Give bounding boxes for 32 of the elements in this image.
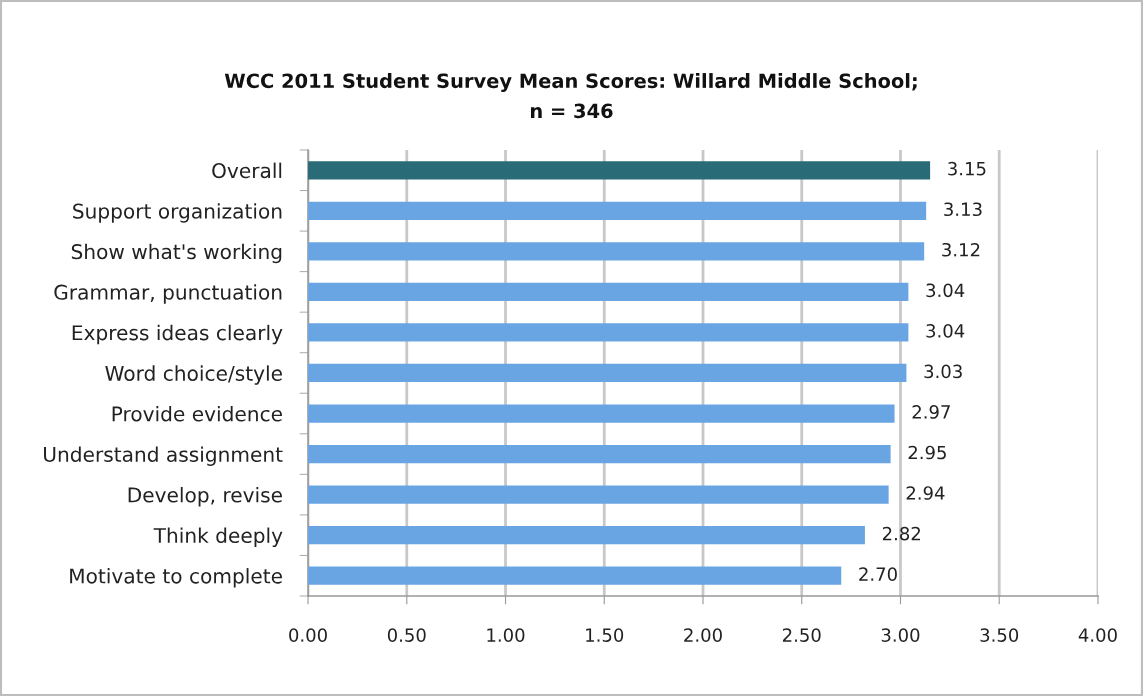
data-label: 3.13 bbox=[944, 202, 982, 217]
x-tick-label: 1.00 bbox=[487, 628, 525, 642]
data-label: 3.04 bbox=[926, 283, 965, 298]
x-tick-label: 0.00 bbox=[289, 628, 327, 642]
x-tick-label: 4.00 bbox=[1078, 628, 1117, 642]
data-label: 2.97 bbox=[912, 405, 950, 419]
y-tick-label: Understand assignment bbox=[44, 446, 283, 466]
y-tick-label: Word choice/style bbox=[105, 365, 282, 385]
data-label: 3.04 bbox=[926, 324, 965, 338]
y-tick-label: Express ideas clearly bbox=[72, 324, 283, 345]
data-label: 3.12 bbox=[942, 242, 980, 257]
chart-title: WCC 2011 Student Survey Mean Scores: Willard Middle School; n = 346 bbox=[224, 73, 917, 119]
data-label: 2.95 bbox=[908, 445, 946, 460]
x-tick-label: 0.50 bbox=[387, 628, 426, 642]
data-label: 2.82 bbox=[882, 526, 920, 541]
data-label: 3.15 bbox=[948, 161, 986, 176]
data-label: 2.94 bbox=[906, 486, 945, 500]
y-tick-label: Provide evidence bbox=[112, 405, 282, 422]
y-tick-label: Grammar, punctuation bbox=[54, 284, 282, 304]
data-label: 3.03 bbox=[924, 364, 962, 379]
x-tick-label: 3.00 bbox=[881, 628, 920, 642]
data-label: 2.70 bbox=[859, 567, 897, 581]
x-tick-label: 2.00 bbox=[684, 628, 722, 642]
y-tick-label: Develop, revise bbox=[128, 486, 282, 507]
y-tick-label: Support organization bbox=[73, 203, 282, 223]
y-tick-label: Think deeply bbox=[153, 527, 283, 548]
x-tick-label: 3.50 bbox=[980, 628, 1019, 642]
x-tick-label: 2.50 bbox=[782, 628, 821, 642]
y-tick-label: Motivate to complete bbox=[70, 568, 282, 588]
x-tick-label: 1.50 bbox=[586, 628, 624, 642]
y-tick-label: Show what's working bbox=[71, 243, 282, 264]
y-tick-label: Overall bbox=[212, 162, 282, 179]
